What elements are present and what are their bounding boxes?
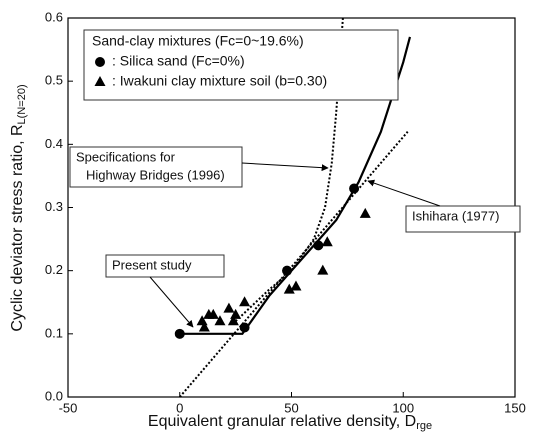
x-tick-label: 0 bbox=[176, 400, 183, 415]
y-label-sub: L(N=20) bbox=[16, 84, 28, 124]
annotation: Highway Bridges (1996) bbox=[86, 167, 225, 182]
point bbox=[359, 207, 371, 218]
point bbox=[198, 321, 210, 332]
point bbox=[207, 308, 219, 319]
x-axis-label: Equivalent granular relative density, Dr… bbox=[148, 413, 432, 432]
point bbox=[227, 315, 239, 326]
legend-label: : Silica sand (Fc=0%) bbox=[112, 53, 245, 69]
point bbox=[230, 308, 242, 319]
point bbox=[290, 280, 302, 291]
legend-label: : Iwakuni clay mixture soil (b=0.30) bbox=[112, 73, 327, 89]
legend-box bbox=[83, 29, 399, 101]
point bbox=[317, 264, 329, 275]
annotation-arrow bbox=[149, 276, 194, 328]
annotation-box bbox=[105, 254, 225, 278]
x-tick-label: 150 bbox=[504, 400, 526, 415]
annotation-box bbox=[405, 205, 521, 233]
annotation: Present study bbox=[112, 257, 192, 272]
point bbox=[223, 302, 235, 313]
legend-marker bbox=[94, 76, 106, 86]
x-label-sub: rge bbox=[416, 420, 432, 432]
annotation: Specifications for bbox=[76, 149, 176, 164]
y-axis-label: Cyclic deviator stress ratio, RL(N=20) bbox=[9, 84, 28, 331]
y-tick-label: 0.3 bbox=[45, 199, 63, 214]
x-label-main: Equivalent granular relative density, D bbox=[148, 413, 416, 430]
legend-title: Sand-clay mixtures (Fc=0~19.6%) bbox=[92, 33, 304, 49]
point bbox=[321, 236, 333, 247]
annotation: Ishihara (1977) bbox=[412, 208, 499, 223]
point bbox=[214, 315, 226, 326]
x-tick-label: 100 bbox=[392, 400, 414, 415]
annotation-arrow bbox=[241, 162, 329, 172]
point bbox=[283, 283, 295, 294]
y-tick-label: 0.5 bbox=[45, 73, 63, 88]
y-tick-label: 0.1 bbox=[45, 325, 63, 340]
point bbox=[239, 322, 250, 333]
y-label-main: Cyclic deviator stress ratio, R bbox=[9, 124, 26, 331]
y-tick-label: 0.6 bbox=[45, 9, 63, 24]
y-tick-label: 0.4 bbox=[45, 136, 63, 151]
x-tick-label: -50 bbox=[59, 400, 78, 415]
annotation-arrow bbox=[367, 179, 441, 207]
legend-marker bbox=[95, 57, 105, 67]
y-tick-label: 0.2 bbox=[45, 262, 63, 277]
x-tick-label: 50 bbox=[284, 400, 298, 415]
annotation-box bbox=[69, 146, 243, 188]
y-tick-label: 0.0 bbox=[45, 388, 63, 403]
point bbox=[239, 296, 251, 307]
